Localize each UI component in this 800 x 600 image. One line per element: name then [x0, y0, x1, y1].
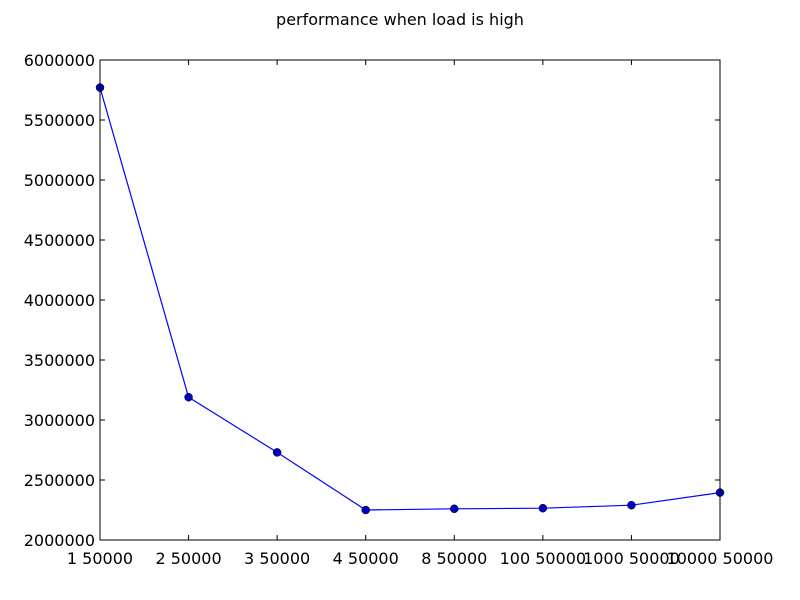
y-tick-label: 2000000	[24, 531, 95, 550]
data-point	[627, 500, 636, 510]
ticks-layer	[99, 59, 721, 541]
x-tick-label: 10000 50000	[667, 549, 774, 568]
y-tick-label: 3500000	[24, 351, 95, 370]
y-tick-label: 2500000	[24, 471, 95, 490]
x-tick-label: 3 50000	[244, 549, 310, 568]
labels-layer: 2000000 2500000 3000000 3500000 4000000 45000…	[24, 51, 774, 568]
x-tick-label: 8 50000	[421, 549, 487, 568]
series-layer	[95, 83, 725, 515]
y-tick-label: 4500000	[24, 231, 95, 250]
y-tick-label: 5500000	[24, 111, 95, 130]
x-tick-label: 4 50000	[333, 549, 399, 568]
data-point	[184, 392, 193, 402]
chart-title: performance when load is high	[276, 10, 524, 29]
data-point	[450, 504, 459, 514]
series-line	[99, 87, 721, 511]
x-tick-label: 1 50000	[67, 549, 133, 568]
x-tick-label: 1000 50000	[583, 549, 680, 568]
data-point	[272, 448, 282, 457]
x-tick-label: 2 50000	[155, 549, 221, 568]
data-point	[538, 503, 548, 513]
y-tick-label: 3000000	[24, 411, 95, 430]
plot-frame	[99, 59, 721, 541]
y-tick-label: 6000000	[24, 51, 95, 70]
y-tick-label: 5000000	[24, 171, 95, 190]
y-tick-label: 4000000	[24, 291, 95, 310]
data-point	[361, 505, 370, 515]
x-tick-label: 100 50000	[500, 549, 587, 568]
